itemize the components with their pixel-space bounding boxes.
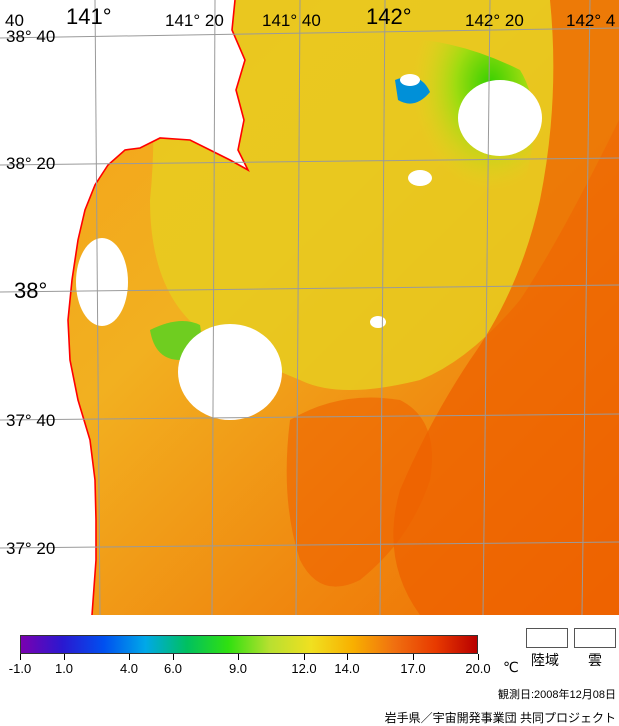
cloud-fleck	[400, 74, 420, 86]
lat-label-38-40: 38° 40	[6, 27, 56, 46]
lat-label-37-40: 37° 40	[6, 411, 56, 430]
color-bar-tick-label: 4.0	[119, 661, 139, 676]
observation-date: 観測日:2008年12月08日	[498, 689, 616, 701]
graticule	[0, 0, 619, 615]
cloud-swatch	[574, 628, 616, 648]
sea-surface-temperature-map	[0, 0, 619, 615]
color-bar-tick-label: 6.0	[163, 661, 183, 676]
warm-water-east	[393, 0, 619, 615]
color-bar-tick	[173, 654, 174, 660]
lat-label-38-20: 38° 20	[6, 154, 56, 173]
land-swatch	[526, 628, 568, 648]
lon-label-142: 142°	[366, 4, 412, 29]
color-bar-tick-label: 14.0	[334, 661, 360, 676]
cloud-fleck	[408, 170, 432, 186]
color-bar-tick	[238, 654, 239, 660]
lon-label-141: 141°	[66, 4, 112, 29]
coastline	[67, 0, 250, 615]
temperature-unit: ℃	[503, 659, 519, 675]
project-credit: 岩手県／宇宙開発事業団 共同プロジェクト	[384, 711, 616, 725]
color-bar-tick	[20, 654, 21, 660]
color-bar-tick	[413, 654, 414, 660]
color-bar-tick-label: 9.0	[228, 661, 248, 676]
cloud-coast	[76, 238, 128, 326]
cloud-fleck	[370, 316, 386, 328]
lon-label-partial-left: 40	[5, 11, 24, 30]
land-area	[0, 0, 248, 615]
land-legend-label: 陸域	[531, 652, 559, 668]
lat-label-38: 38°	[14, 278, 48, 303]
cloud-north	[458, 80, 542, 156]
warm-water-south	[286, 397, 432, 587]
color-bar-tick-label: 12.0	[291, 661, 317, 676]
color-bar-tick	[129, 654, 130, 660]
lon-label-141-20: 141° 20	[165, 11, 224, 30]
cloud-legend-label: 雲	[588, 652, 602, 668]
color-bar-tick	[347, 654, 348, 660]
color-bar-tick-label: -1.0	[8, 661, 32, 676]
color-bar-tick	[304, 654, 305, 660]
color-bar-tick-label: 1.0	[54, 661, 74, 676]
color-bar-tick	[64, 654, 65, 660]
lon-label-142-40: 142° 4	[566, 11, 616, 30]
lon-label-142-20: 142° 20	[465, 11, 524, 30]
lon-label-141-40: 141° 40	[262, 11, 321, 30]
cloud-center	[178, 324, 282, 420]
color-bar-tick	[478, 654, 479, 660]
lat-label-37-20: 37° 20	[6, 539, 56, 558]
color-bar-tick-label: 20.0	[465, 661, 491, 676]
temperature-color-bar	[20, 635, 478, 654]
color-bar-tick-label: 17.0	[400, 661, 426, 676]
